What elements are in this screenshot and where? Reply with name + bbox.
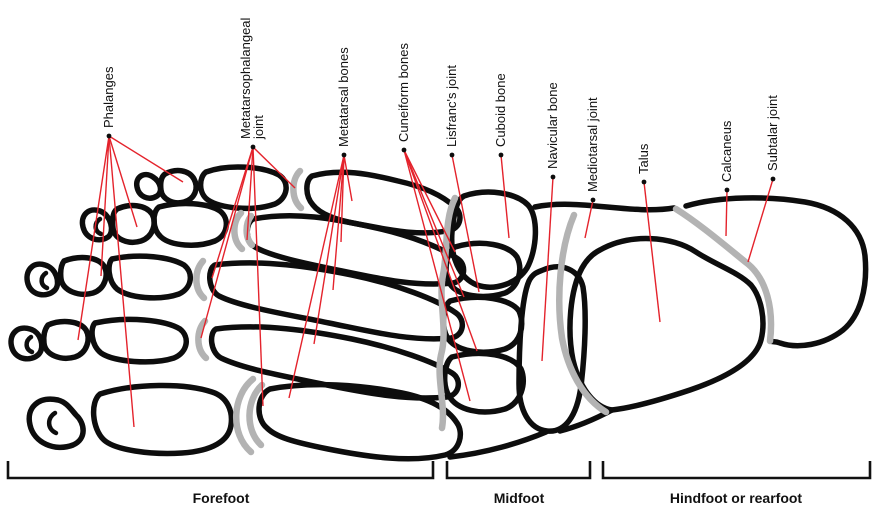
label-lisfranc: Lisfranc's joint bbox=[444, 65, 459, 147]
bigtoe-distal-phalanx bbox=[26, 396, 86, 451]
mtp-joint-toe4 bbox=[195, 317, 210, 362]
toe1-middle-phalanx bbox=[157, 167, 199, 206]
bigtoe-hook bbox=[46, 410, 59, 436]
talus bbox=[567, 235, 766, 413]
label-mtp-joint-line2: joint bbox=[251, 115, 266, 140]
mtp-joint-bigtoe bbox=[233, 375, 257, 456]
label-phalanges: Phalanges bbox=[101, 66, 116, 128]
calcaneus bbox=[683, 195, 869, 349]
region-label-forefoot: Forefoot bbox=[193, 490, 250, 506]
toe3-hook bbox=[39, 270, 50, 291]
toe4-proximal-phalanx bbox=[89, 316, 189, 365]
dot-metatarsals bbox=[341, 152, 347, 158]
metatarsal-5 bbox=[304, 169, 463, 236]
mtp-joint-toe2 bbox=[231, 209, 246, 253]
hindfoot-bones bbox=[447, 195, 869, 460]
subtalar-joint-line bbox=[672, 205, 775, 345]
leader-mediotarsal bbox=[584, 199, 594, 239]
label-subtalar: Subtalar joint bbox=[765, 95, 780, 171]
dot-phalanges bbox=[106, 133, 112, 139]
label-cuneiforms: Cuneiform bones bbox=[396, 43, 411, 142]
label-dots bbox=[106, 133, 776, 203]
toe3-distal-phalanx bbox=[24, 261, 61, 298]
toe4-distal-phalanx bbox=[8, 325, 45, 362]
foot-bottom-outline-1 bbox=[447, 429, 549, 460]
leader-metatarsals bbox=[288, 154, 353, 399]
dot-subtalar bbox=[770, 176, 776, 182]
label-navicular: Navicular bone bbox=[545, 82, 560, 169]
leader-cuboid bbox=[500, 154, 510, 239]
toe2-proximal-phalanx bbox=[151, 200, 229, 248]
toe1-proximal-phalanx bbox=[197, 164, 289, 212]
structure-labels: Phalanges Metatarsophalangeal joint Meta… bbox=[101, 17, 780, 192]
label-mtp-joint-line1: Metatarsophalangeal bbox=[238, 17, 253, 139]
leader-mtp-joint bbox=[200, 146, 296, 407]
dot-mediotarsal bbox=[590, 197, 596, 203]
midfoot-bones bbox=[440, 189, 588, 434]
mtp-joint-bigtoe-inner bbox=[246, 381, 266, 449]
mediotarsal-joint-line bbox=[556, 211, 610, 416]
metatarsal-1 bbox=[256, 381, 463, 462]
bigtoe-proximal-phalanx bbox=[90, 382, 235, 457]
mtp-joint-toe3 bbox=[193, 257, 208, 302]
dot-lisfranc bbox=[449, 152, 455, 158]
dot-cuboid bbox=[498, 152, 504, 158]
metatarsal-3 bbox=[207, 260, 465, 342]
label-cuboid: Cuboid bone bbox=[493, 73, 508, 147]
bracket-forefoot bbox=[6, 461, 435, 480]
leader-cuneiforms bbox=[403, 149, 478, 402]
label-calcaneus: Calcaneus bbox=[719, 120, 734, 182]
leader-talus bbox=[643, 181, 661, 323]
dot-talus bbox=[641, 179, 647, 185]
label-metatarsals: Metatarsal bones bbox=[336, 47, 351, 147]
label-mediotarsal: Mediotarsal joint bbox=[585, 97, 600, 192]
toe1-distal-phalanx bbox=[134, 171, 164, 201]
leader-lisfranc bbox=[451, 154, 480, 293]
mtp-joint-toe1 bbox=[290, 167, 305, 212]
mtp-joint-toe2-inner bbox=[243, 212, 256, 249]
forefoot-bones bbox=[8, 164, 467, 462]
cuboid bbox=[448, 189, 539, 290]
leader-navicular bbox=[541, 176, 554, 362]
dot-calcaneus bbox=[724, 187, 730, 193]
dot-cuneiforms bbox=[401, 147, 407, 153]
foot-top-outline bbox=[532, 201, 677, 213]
cuneiform-3 bbox=[442, 350, 527, 415]
region-label-hindfoot: Hindfoot or rearfoot bbox=[670, 490, 803, 506]
leader-lines bbox=[77, 135, 774, 428]
toe3-middle-phalanx bbox=[57, 254, 109, 297]
leader-phalanges bbox=[77, 135, 184, 428]
region-label-midfoot: Midfoot bbox=[494, 490, 545, 506]
bracket-hindfoot bbox=[601, 461, 872, 480]
toe4-hook bbox=[24, 334, 35, 355]
dot-mtp-joint bbox=[250, 144, 256, 150]
region-brackets: Forefoot Midfoot Hindfoot or rearfoot bbox=[6, 461, 872, 506]
leader-subtalar bbox=[747, 178, 774, 263]
toe3-proximal-phalanx bbox=[106, 253, 193, 301]
toe2-middle-phalanx bbox=[109, 202, 157, 245]
joint-cartilage-segments bbox=[193, 167, 775, 456]
label-talus: Talus bbox=[636, 143, 651, 174]
dot-navicular bbox=[550, 174, 556, 180]
toe4-middle-phalanx bbox=[41, 318, 91, 361]
bracket-midfoot bbox=[445, 461, 592, 480]
leader-calcaneus bbox=[725, 189, 728, 237]
